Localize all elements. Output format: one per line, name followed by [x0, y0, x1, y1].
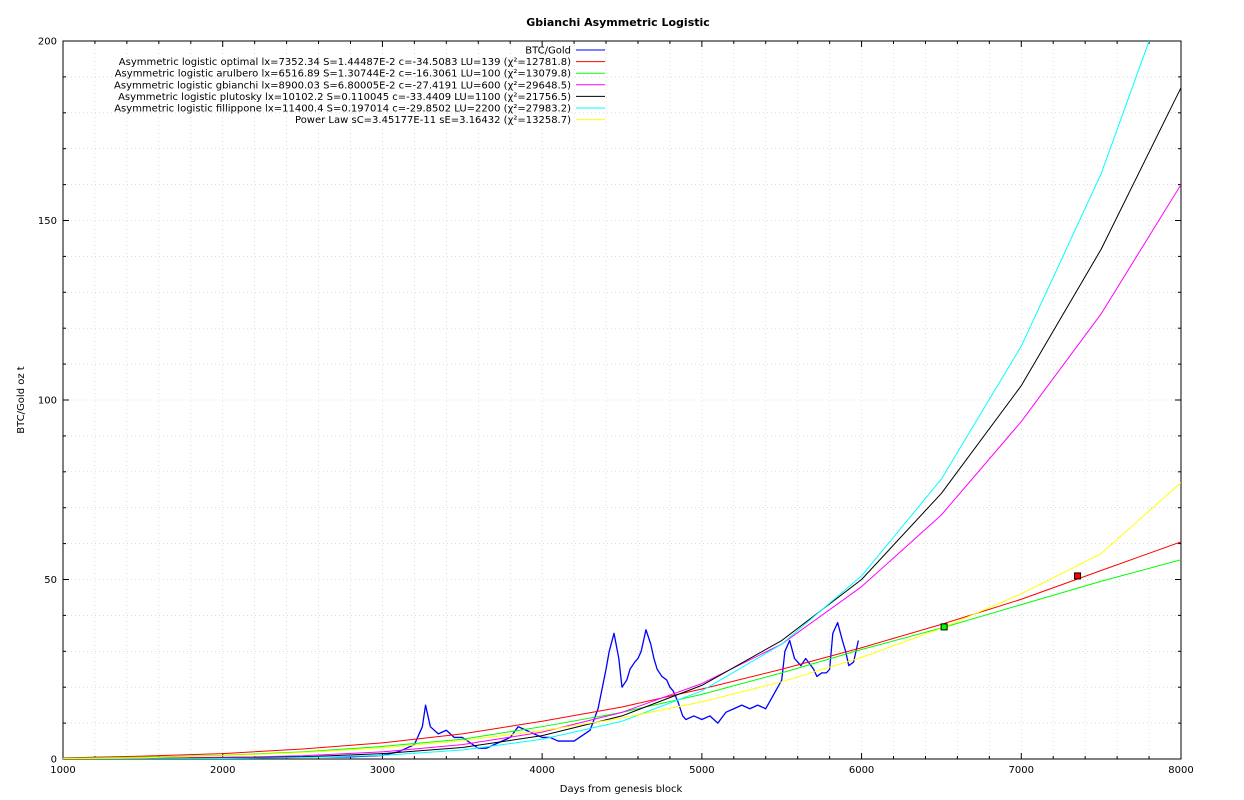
series-line-4: [63, 87, 1181, 759]
axes: 1000 2000 3000 4000 5000 6000 7000 8000 0 50 100 15…: [38, 37, 1194, 777]
series-line-6: [63, 482, 1181, 759]
x-tick-label: 4000: [529, 765, 554, 776]
series-marker-1: [1074, 572, 1082, 580]
x-tick-label: 6000: [849, 765, 874, 776]
legend-entry-label: Asymmetric logistic optimal lx=7352.34 S…: [119, 57, 571, 68]
y-tick-label: 0: [51, 755, 57, 766]
series-line-1: [63, 541, 1181, 759]
x-tick-label: 5000: [689, 765, 714, 776]
y-axis-label: BTC/Gold oz t: [16, 366, 27, 433]
x-axis-label: Days from genesis block: [560, 784, 683, 795]
x-tick-label: 1000: [50, 765, 75, 776]
y-tick-label: 50: [44, 575, 57, 586]
chart-title: Gbianchi Asymmetric Logistic: [526, 16, 710, 29]
series-line-2: [63, 559, 1181, 759]
legend-entry-label: Power Law sC=3.45177E-11 sE=3.16432 (χ²=…: [295, 115, 571, 126]
legend-entry-label: Asymmetric logistic arulbero lx=6516.89 …: [115, 69, 571, 80]
series-line-3: [63, 184, 1181, 759]
legend-entry-label: Asymmetric logistic plutosky lx=10102.2 …: [118, 92, 571, 103]
y-tick-label: 150: [38, 216, 57, 227]
legend-entry-label: Asymmetric logistic fillippone lx=11400.…: [114, 104, 571, 115]
x-tick-label: 2000: [210, 765, 235, 776]
x-tick-label: 8000: [1168, 765, 1193, 776]
y-tick-label: 100: [38, 396, 57, 407]
legend-entry-label: Asymmetric logistic gbianchi lx=8900.03 …: [114, 80, 571, 91]
x-tick-label: 3000: [370, 765, 395, 776]
grid: [63, 41, 1181, 759]
series-marker-2: [940, 623, 948, 631]
x-tick-label: 7000: [1009, 765, 1034, 776]
series-line-0: [63, 621, 860, 759]
plot-frame: [62, 40, 1182, 760]
series-lines: [63, 41, 1181, 759]
legend-entry-label: BTC/Gold: [525, 46, 571, 57]
y-tick-label: 200: [38, 37, 57, 48]
series-line-5: [63, 41, 1150, 759]
series-markers: [940, 572, 1082, 631]
